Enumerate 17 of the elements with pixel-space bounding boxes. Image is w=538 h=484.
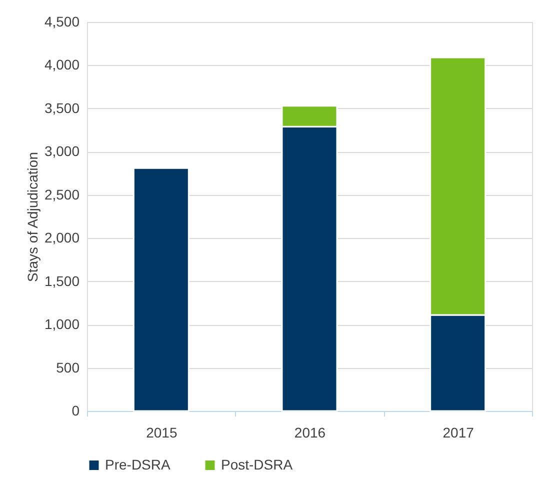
legend-label: Post-DSRA — [221, 456, 294, 472]
legend-label: Pre-DSRA — [105, 456, 172, 472]
bar — [132, 167, 190, 412]
y-tick-label: 1,500 — [44, 272, 80, 289]
y-tick-label: 1,000 — [44, 316, 80, 332]
y-axis-title: Stays of Adjudication — [24, 152, 40, 282]
y-tick-label: 4,000 — [44, 56, 80, 73]
y-tick-label: 3,000 — [44, 143, 80, 160]
x-tick-label: 2016 — [294, 424, 326, 440]
y-tick-label: 2,000 — [44, 230, 80, 246]
y-tick-label: 3,500 — [44, 100, 80, 116]
y-tick-label: 0 — [72, 402, 80, 418]
x-tick-label: 2015 — [146, 424, 178, 440]
y-tick-label: 500 — [56, 359, 80, 376]
y-tick-label: 4,500 — [44, 14, 80, 30]
y-tick-label: 2,500 — [44, 186, 80, 202]
x-tick-label: 2017 — [442, 424, 474, 440]
